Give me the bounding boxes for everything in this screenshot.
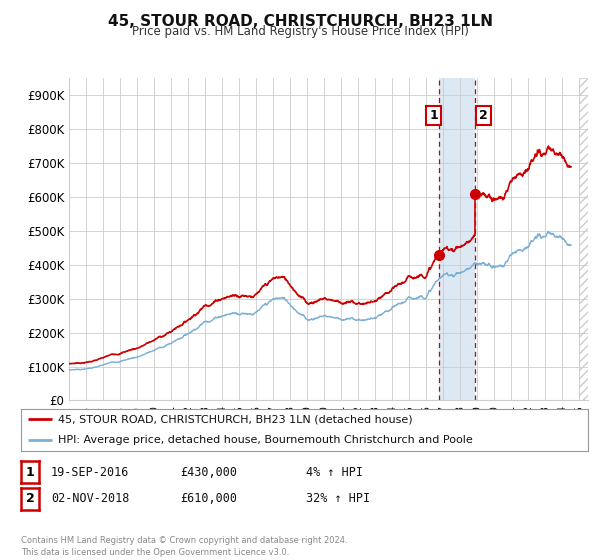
Text: 4% ↑ HPI: 4% ↑ HPI (306, 465, 363, 479)
Text: Contains HM Land Registry data © Crown copyright and database right 2024.
This d: Contains HM Land Registry data © Crown c… (21, 536, 347, 557)
Text: Price paid vs. HM Land Registry's House Price Index (HPI): Price paid vs. HM Land Registry's House … (131, 25, 469, 38)
Text: 1: 1 (26, 465, 34, 479)
Text: 19-SEP-2016: 19-SEP-2016 (51, 465, 130, 479)
Text: 2: 2 (26, 492, 34, 506)
Text: 45, STOUR ROAD, CHRISTCHURCH, BH23 1LN: 45, STOUR ROAD, CHRISTCHURCH, BH23 1LN (107, 14, 493, 29)
Text: 32% ↑ HPI: 32% ↑ HPI (306, 492, 370, 506)
Text: £430,000: £430,000 (180, 465, 237, 479)
Bar (439, 78, 475, 400)
Text: HPI: Average price, detached house, Bournemouth Christchurch and Poole: HPI: Average price, detached house, Bour… (58, 435, 473, 445)
Text: 45, STOUR ROAD, CHRISTCHURCH, BH23 1LN (detached house): 45, STOUR ROAD, CHRISTCHURCH, BH23 1LN (… (58, 414, 412, 424)
Text: 02-NOV-2018: 02-NOV-2018 (51, 492, 130, 506)
Text: 2: 2 (479, 109, 487, 122)
Text: £610,000: £610,000 (180, 492, 237, 506)
Text: 1: 1 (429, 109, 438, 122)
